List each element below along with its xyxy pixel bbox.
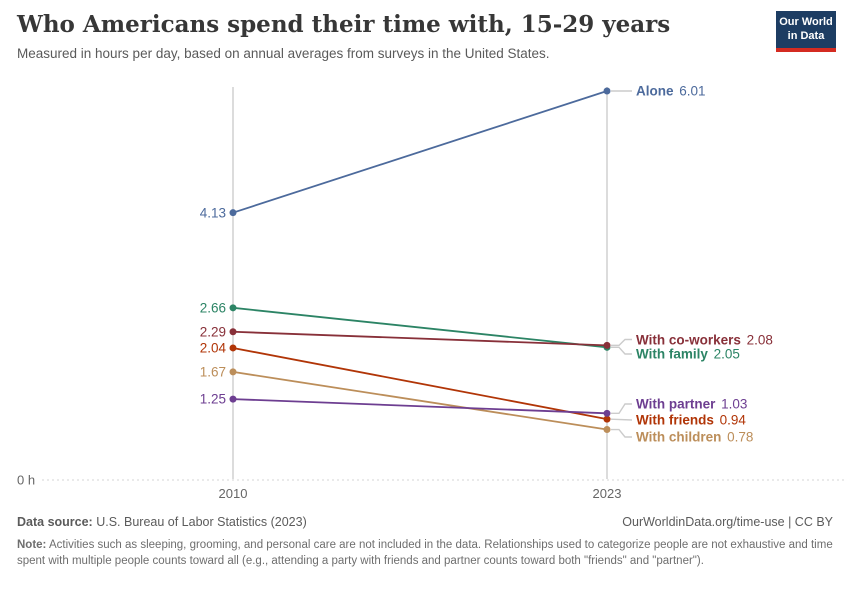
page-subtitle: Measured in hours per day, based on annu… bbox=[17, 46, 550, 61]
series-line-with-friends bbox=[232, 347, 608, 421]
data-point-with-co-workers-2023 bbox=[603, 341, 611, 349]
series-line-alone bbox=[232, 90, 608, 214]
series-label-with-children[interactable]: With children 0.78 bbox=[636, 429, 754, 445]
start-value-label-with-friends: 2.04 bbox=[199, 340, 226, 356]
start-value-label-with-children: 1.67 bbox=[199, 364, 226, 380]
data-point-with-co-workers-2010 bbox=[229, 328, 237, 336]
x-axis-tick-2010: 2010 bbox=[218, 486, 248, 501]
label-connector-with-family bbox=[611, 346, 632, 355]
data-point-with-family-2010 bbox=[229, 304, 237, 312]
x-axis-tick-2023: 2023 bbox=[592, 486, 622, 501]
footer-source-row: Data source: U.S. Bureau of Labor Statis… bbox=[17, 515, 833, 529]
series-label-with-friends[interactable]: With friends 0.94 bbox=[636, 412, 746, 428]
footer-note-label: Note: bbox=[17, 539, 47, 551]
footer-note: Note: Activities such as sleeping, groom… bbox=[17, 537, 835, 569]
series-label-with-family[interactable]: With family 2.05 bbox=[636, 346, 740, 362]
start-value-label-alone: 4.13 bbox=[199, 205, 226, 221]
series-line-with-family bbox=[232, 306, 608, 349]
data-source-label: Data source: bbox=[17, 515, 93, 529]
data-point-alone-2023 bbox=[603, 87, 611, 95]
series-line-with-children bbox=[232, 371, 608, 431]
series-line-with-partner bbox=[232, 398, 608, 415]
label-connector-with-children bbox=[611, 428, 632, 438]
data-source-value: U.S. Bureau of Labor Statistics (2023) bbox=[92, 515, 307, 529]
label-connector-with-co-workers bbox=[611, 338, 632, 347]
data-point-with-children-2010 bbox=[229, 368, 237, 376]
series-label-alone[interactable]: Alone 6.01 bbox=[636, 83, 706, 99]
label-connector-with-friends bbox=[610, 418, 633, 421]
series-name-with-co-workers: With co-workers bbox=[636, 332, 741, 347]
series-line-with-co-workers bbox=[232, 330, 608, 347]
series-name-with-children: With children bbox=[636, 429, 722, 445]
owid-license-link[interactable]: OurWorldinData.org/time-use | CC BY bbox=[622, 515, 833, 529]
series-name-with-partner: With partner bbox=[636, 396, 716, 412]
series-name-alone: Alone bbox=[636, 83, 674, 99]
series-label-with-partner[interactable]: With partner 1.03 bbox=[636, 396, 748, 412]
series-name-with-family: With family bbox=[636, 346, 708, 362]
series-label-with-co-workers[interactable]: With co-workers 2.08 bbox=[636, 332, 773, 347]
series-name-with-friends: With friends bbox=[636, 412, 714, 428]
owid-logo-line2: in Data bbox=[787, 29, 825, 42]
data-source: Data source: U.S. Bureau of Labor Statis… bbox=[17, 515, 307, 529]
start-value-label-with-co-workers: 2.29 bbox=[199, 324, 226, 340]
data-point-with-friends-2023 bbox=[603, 415, 611, 423]
data-point-with-friends-2010 bbox=[229, 344, 237, 352]
page-title: Who Americans spend their time with, 15-… bbox=[17, 11, 671, 38]
owid-logo[interactable]: Our World in Data bbox=[776, 11, 836, 52]
start-value-label-with-partner: 1.25 bbox=[199, 391, 226, 407]
data-point-with-partner-2023 bbox=[603, 409, 611, 417]
footer-note-text: Activities such as sleeping, grooming, a… bbox=[17, 539, 833, 567]
data-point-with-partner-2010 bbox=[229, 395, 237, 403]
data-point-with-children-2023 bbox=[603, 426, 611, 434]
owid-logo-line1: Our World bbox=[779, 16, 833, 28]
data-point-alone-2010 bbox=[229, 209, 237, 217]
slope-chart-canvas bbox=[42, 87, 845, 481]
label-connector-with-partner bbox=[611, 403, 632, 415]
y-axis-zero-label: 0 h bbox=[17, 472, 36, 488]
start-value-label-with-family: 2.66 bbox=[199, 300, 226, 316]
